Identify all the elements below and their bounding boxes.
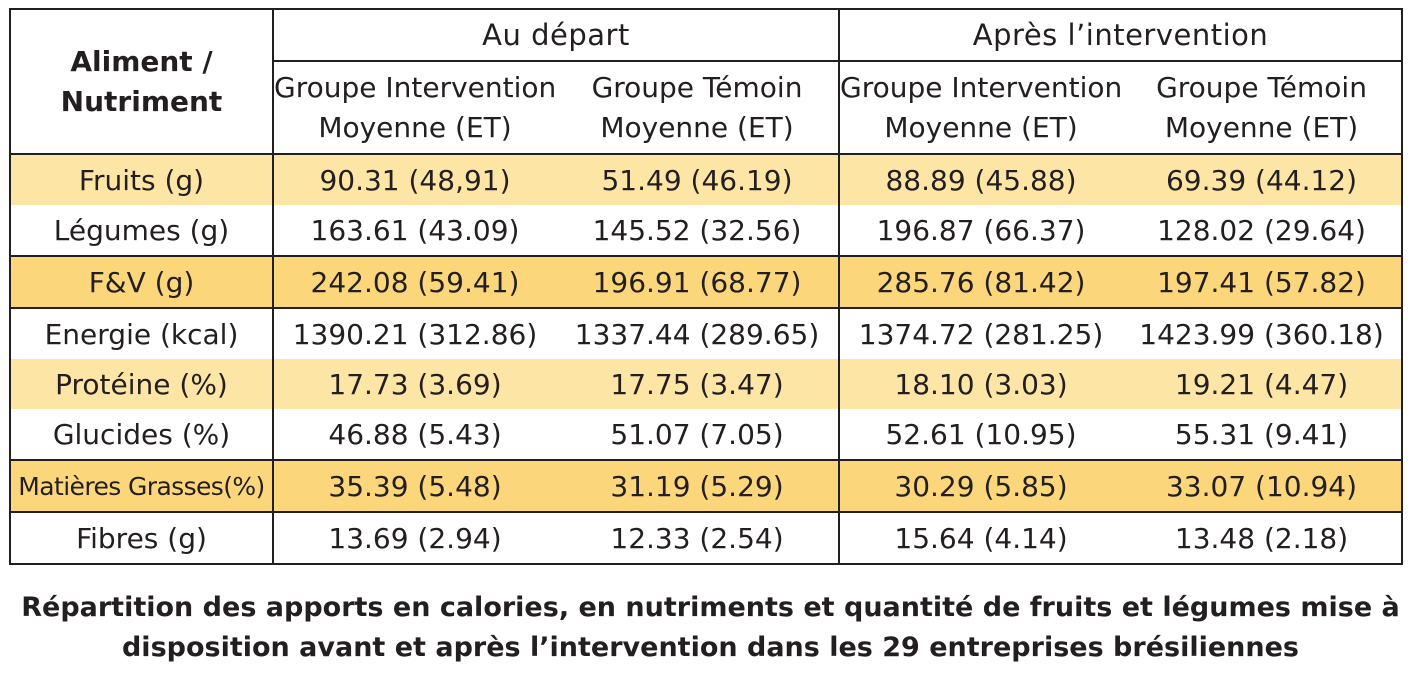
table-cell: 51.49 (46.19) [556,154,841,205]
row-label: Fibres (g) [9,512,274,565]
subheader-line2: Moyenne (ET) [884,110,1078,144]
subheader-line2: Moyenne (ET) [600,110,794,144]
subheader-line2: Moyenne (ET) [1164,110,1359,144]
table-cell: 33.07 (10.94) [1122,459,1404,513]
table-cell: 128.02 (29.64) [1122,205,1404,256]
subheader-after-control: Groupe Témoin Moyenne (ET) [1122,61,1404,155]
table-cell: 31.19 (5.29) [556,459,841,513]
subheader-line1: Groupe Intervention [840,70,1123,104]
table-cell: 15.64 (4.14) [839,512,1123,565]
subheader-line1: Groupe Intervention [274,70,556,104]
table-cell: 197.41 (57.82) [1122,255,1404,309]
corner-header-line2: Nutriment [60,84,223,118]
row-label: Légumes (g) [9,205,274,256]
table-cell: 19.21 (4.47) [1122,359,1404,409]
table-row: Protéine (%) 17.73 (3.69) 17.75 (3.47) 1… [9,359,1404,409]
row-label: Protéine (%) [9,359,274,409]
table-cell: 196.87 (66.37) [876,213,1086,247]
table-cell: 1423.99 (360.18) [1122,308,1404,359]
table-row: F&V (g) 242.08 (59.41) 196.91 (68.77) 28… [9,255,1404,309]
table-cell: 46.88 (5.43) [328,417,502,451]
table-row: Fruits (g) 90.31 (48,91) 51.49 (46.19) 8… [9,154,1404,205]
subheader-before-control: Groupe Témoin Moyenne (ET) [556,61,841,155]
caption-line2: disposition avant et après l’interventio… [121,632,1299,663]
table-cell: 52.61 (10.95) [885,417,1077,451]
table-cell: 285.76 (81.42) [839,255,1123,309]
subheader-line2: Moyenne (ET) [318,110,512,144]
table-cell: 51.07 (7.05) [556,409,841,460]
subheader-before-intervention: Groupe Intervention Moyenne (ET) [273,61,556,155]
table-cell: 1390.21 (312.86) [292,317,538,351]
group-header-before: Au départ [273,8,841,62]
row-label: Fruits (g) [9,154,274,205]
row-label: F&V (g) [9,255,274,309]
table-cell: 17.73 (3.69) [273,359,556,409]
table-row: Glucides (%) 46.88 (5.43) 51.07 (7.05) 5… [9,409,1404,460]
table-caption: Répartition des apports en calories, en … [0,588,1421,668]
table-cell: 55.31 (9.41) [1122,409,1404,460]
table-cell: 30.29 (5.85) [839,459,1123,513]
corner-header: Aliment / Nutriment [9,8,274,155]
table-row: Energie (kcal) 1390.21 (312.86) 1337.44 … [9,308,1404,359]
table-cell: 145.52 (32.56) [556,205,841,256]
table-cell: 163.61 (43.09) [310,213,520,247]
subheader-line1: Groupe Témoin [591,70,803,104]
subheader-after-intervention: Groupe Intervention Moyenne (ET) [839,61,1123,155]
table-cell: 196.91 (68.77) [556,255,841,309]
table-cell: 13.48 (2.18) [1122,512,1404,565]
table-cell: 13.69 (2.94) [273,512,556,565]
table-cell: 1337.44 (289.65) [556,308,841,359]
subheader-line1: Groupe Témoin [1156,70,1367,104]
table-cell: 35.39 (5.48) [273,459,556,513]
row-label: Energie (kcal) [9,308,274,359]
table-cell: 17.75 (3.47) [556,359,841,409]
row-label: Matières Grasses(%) [9,459,274,513]
table-cell: 18.10 (3.03) [839,359,1123,409]
table-cell: 88.89 (45.88) [839,154,1123,205]
nutrition-table-container: Aliment / Nutriment Au départ Après l’in… [9,8,1404,565]
table-row: Légumes (g) 163.61 (43.09) 145.52 (32.56… [9,205,1404,256]
row-label: Glucides (%) [9,409,274,460]
nutrition-table: Aliment / Nutriment Au départ Après l’in… [9,8,1404,565]
caption-line1: Répartition des apports en calories, en … [21,592,1400,623]
table-cell: 12.33 (2.54) [556,512,841,565]
group-header-after: Après l’intervention [839,8,1404,62]
table-row: Fibres (g) 13.69 (2.94) 12.33 (2.54) 15.… [9,512,1404,565]
corner-header-line1: Aliment / [70,44,213,78]
table-cell: 242.08 (59.41) [273,255,556,309]
table-cell: 90.31 (48,91) [273,154,556,205]
table-cell: 69.39 (44.12) [1122,154,1404,205]
table-row: Matières Grasses(%) 35.39 (5.48) 31.19 (… [9,459,1404,513]
table-cell: 1374.72 (281.25) [858,317,1104,351]
